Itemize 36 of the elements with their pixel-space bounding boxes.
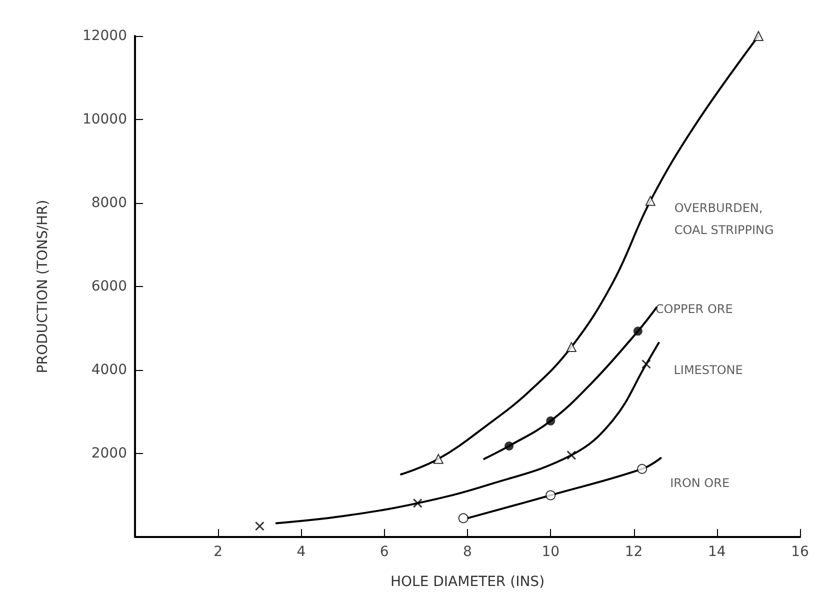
x-axis-title: HOLE DIAMETER (INS)	[390, 574, 545, 590]
series-label: COPPER ORE	[655, 302, 733, 316]
y-tick-label: 6000	[91, 278, 127, 294]
x-tick-label: 6	[380, 544, 389, 560]
x-tick-label: 14	[708, 544, 726, 560]
y-tick-label: 2000	[91, 446, 127, 462]
y-axis-title: PRODUCTION (TONS/HR)	[35, 200, 51, 374]
point	[566, 342, 576, 352]
series-label: OVERBURDEN, COAL STRIPPING	[674, 200, 774, 237]
text: IRON ORE	[670, 476, 730, 490]
x-tick-label: 2	[214, 544, 223, 560]
point	[753, 31, 764, 41]
x-tick-label: 8	[463, 544, 472, 560]
x-tick-label: 4	[296, 544, 306, 560]
point	[254, 521, 264, 531]
x-tick-label: 10	[542, 544, 560, 560]
line-series	[483, 306, 658, 460]
point	[504, 441, 514, 450]
point	[546, 416, 556, 426]
point	[566, 450, 576, 460]
point	[458, 513, 468, 524]
y-tick-label: 4000	[91, 362, 127, 378]
y-tick-label: 8000	[91, 195, 127, 211]
point	[637, 464, 648, 474]
point	[412, 498, 422, 508]
x-tick-label: 16	[791, 544, 809, 560]
point	[641, 359, 651, 369]
x-tick-label: 12	[624, 544, 643, 560]
y-tick-label: 12000	[82, 28, 127, 44]
point	[633, 326, 642, 336]
point	[645, 196, 656, 206]
line-series	[275, 342, 660, 524]
y-tick-label: 10000	[82, 112, 127, 128]
point	[433, 454, 444, 464]
series-label: LIMESTONE	[674, 363, 743, 378]
point	[546, 490, 556, 500]
